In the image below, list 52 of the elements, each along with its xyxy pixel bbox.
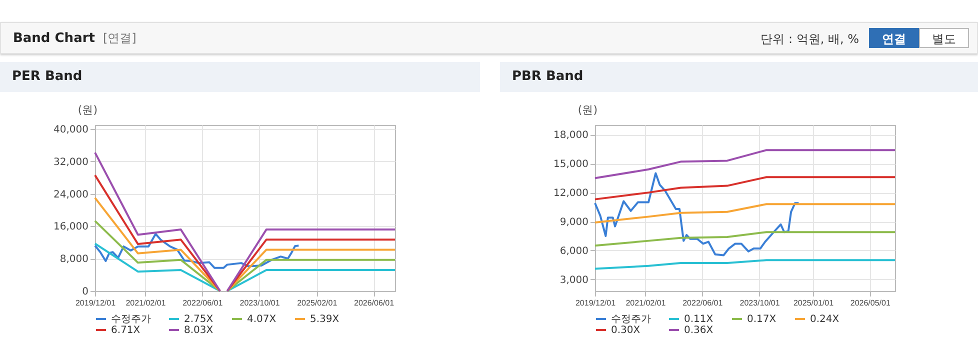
y-tick-label: 24,000	[54, 189, 88, 200]
text: Band Chart	[13, 31, 95, 46]
y-tick-label: 32,000	[54, 156, 88, 168]
text: 별도	[919, 28, 969, 48]
x-tick-label: 2026/06/01	[354, 298, 395, 308]
x-tick-label: 2019/12/01	[75, 298, 116, 308]
x-tick-label: 2025/01/01	[793, 298, 834, 308]
line-series	[594, 231, 896, 247]
x-tick-label: 2022/06/01	[682, 298, 724, 308]
line-series	[594, 149, 896, 180]
y-tick-label: 18,000	[554, 130, 588, 142]
x-tick-label: 2025/02/01	[297, 298, 338, 308]
legend-label: 수정주가	[111, 314, 151, 325]
legend-label: 0.36X	[684, 325, 714, 336]
legend-label: 2.75X	[184, 314, 214, 325]
legend-label: 4.07X	[247, 314, 276, 325]
text: 연결	[869, 28, 919, 48]
y-tick-label: 6,000	[560, 246, 588, 257]
chart-title: PER Band	[0, 62, 480, 92]
line-series	[594, 203, 896, 224]
y-tick-label: 12,000	[554, 188, 588, 200]
legend-label: 0.30X	[611, 325, 640, 336]
y-tick-label: 16,000	[54, 222, 88, 233]
y-tick-label: 40,000	[54, 124, 88, 136]
x-tick-label: 2026/05/01	[850, 298, 891, 308]
x-tick-label: 2019/12/01	[575, 298, 616, 308]
legend-label: 6.71X	[111, 325, 140, 336]
legend-label: 5.39X	[310, 314, 340, 325]
line-series	[594, 172, 800, 256]
legend-label: 0.24X	[810, 314, 840, 325]
legend-label: 수정주가	[611, 314, 651, 325]
line-series	[594, 259, 896, 270]
line-series	[94, 232, 300, 269]
legend-label: 0.17X	[747, 314, 776, 325]
chart-title: PBR Band	[500, 62, 978, 92]
y-tick-label: 15,000	[554, 159, 588, 170]
text: [연결]	[102, 31, 136, 45]
y-tick-label: 0	[82, 286, 88, 298]
y-tick-label: 8,000	[60, 254, 88, 266]
line-series	[594, 176, 896, 200]
x-tick-label: 2023/10/01	[240, 298, 280, 308]
x-tick-label: 2022/06/01	[182, 298, 224, 308]
y-tick-label: 9,000	[560, 217, 588, 228]
y-axis-title: (원)	[78, 104, 98, 116]
x-tick-label: 2021/02/01	[626, 298, 666, 308]
text: 단위 : 억원, 배, %	[760, 31, 859, 48]
legend-label: 8.03X	[184, 325, 214, 336]
x-tick-label: 2021/02/01	[126, 298, 166, 308]
x-tick-label: 2023/10/01	[740, 298, 780, 308]
legend-label: 0.11X	[684, 314, 714, 325]
y-tick-label: 3,000	[560, 274, 588, 286]
y-axis-title: (원)	[578, 104, 598, 116]
